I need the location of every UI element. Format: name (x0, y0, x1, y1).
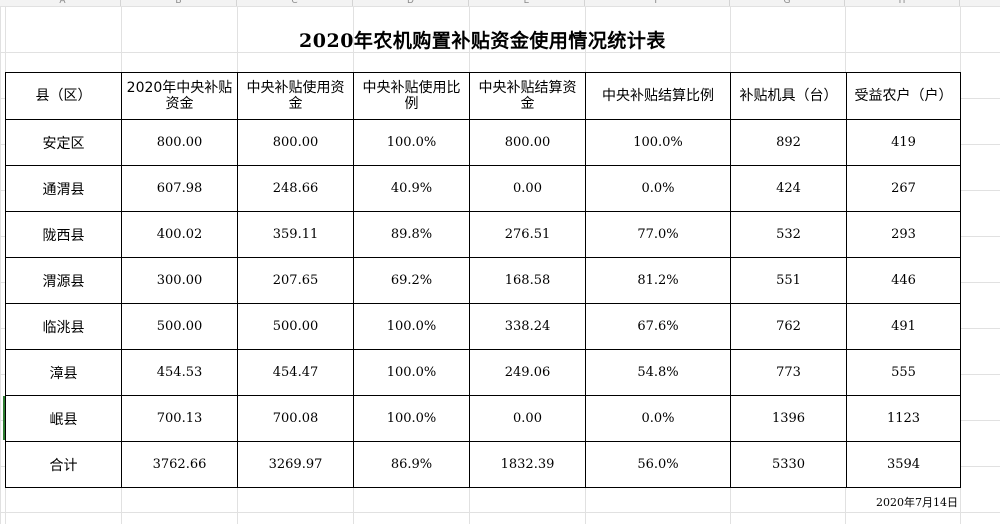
allocated-cell[interactable]: 800.00 (121, 119, 238, 166)
used-ratio-cell[interactable]: 100.0% (353, 119, 470, 166)
table-row: 陇西县 400.02 359.11 89.8% 276.51 77.0% 532… (5, 211, 961, 258)
used-ratio-cell[interactable]: 100.0% (353, 349, 470, 396)
used-cell[interactable]: 3269.97 (237, 441, 354, 488)
settled-ratio-cell[interactable]: 100.0% (585, 119, 731, 166)
settled-cell[interactable]: 168.58 (469, 257, 586, 304)
sheet-title[interactable]: 2020年农机购置补贴资金使用情况统计表 (299, 30, 666, 52)
header-cell-used[interactable]: 中央补贴使用资金 (237, 72, 354, 120)
settled-ratio-cell[interactable]: 56.0% (585, 441, 731, 488)
settled-cell[interactable]: 276.51 (469, 211, 586, 258)
region-cell[interactable]: 临洮县 (5, 303, 122, 350)
farmers-cell[interactable]: 1123 (846, 395, 961, 442)
used-ratio-cell[interactable]: 40.9% (353, 165, 470, 212)
header-cell-farmers[interactable]: 受益农户（户） (846, 72, 961, 120)
used-cell[interactable]: 500.00 (237, 303, 354, 350)
column-letter-d[interactable]: D (353, 0, 469, 6)
machines-cell[interactable]: 532 (730, 211, 847, 258)
region-cell[interactable]: 通渭县 (5, 165, 122, 212)
allocated-cell[interactable]: 700.13 (121, 395, 238, 442)
total-label-cell[interactable]: 合计 (5, 441, 122, 488)
column-letter-e[interactable]: E (469, 0, 585, 6)
allocated-cell[interactable]: 3762.66 (121, 441, 238, 488)
farmers-cell[interactable]: 419 (846, 119, 961, 166)
machines-cell[interactable]: 5330 (730, 441, 847, 488)
settled-ratio-cell[interactable]: 77.0% (585, 211, 731, 258)
table-row: 渭源县 300.00 207.65 69.2% 168.58 81.2% 551… (5, 257, 961, 304)
settled-cell[interactable]: 338.24 (469, 303, 586, 350)
used-cell[interactable]: 207.65 (237, 257, 354, 304)
report-date[interactable]: 2020年7月14日 (876, 496, 958, 509)
table-row: 安定区 800.00 800.00 100.0% 800.00 100.0% 8… (5, 119, 961, 166)
statistics-table: 县（区） 2020年中央补贴资金 中央补贴使用资金 中央补贴使用比例 中央补贴结… (5, 72, 961, 488)
total-row: 合计 3762.66 3269.97 86.9% 1832.39 56.0% 5… (5, 441, 961, 488)
settled-cell[interactable]: 0.00 (469, 395, 586, 442)
header-cell-region[interactable]: 县（区） (5, 72, 122, 120)
machines-cell[interactable]: 892 (730, 119, 847, 166)
header-cell-settled-ratio[interactable]: 中央补贴结算比例 (585, 72, 731, 120)
machines-cell[interactable]: 1396 (730, 395, 847, 442)
settled-ratio-cell[interactable]: 67.6% (585, 303, 731, 350)
region-cell[interactable]: 漳县 (5, 349, 122, 396)
settled-cell[interactable]: 1832.39 (469, 441, 586, 488)
settled-ratio-cell[interactable]: 0.0% (585, 395, 731, 442)
used-cell[interactable]: 454.47 (237, 349, 354, 396)
region-cell[interactable]: 渭源县 (5, 257, 122, 304)
table-row: 岷县 700.13 700.08 100.0% 0.00 0.0% 1396 1… (5, 395, 961, 442)
settled-ratio-cell[interactable]: 81.2% (585, 257, 731, 304)
machines-cell[interactable]: 762 (730, 303, 847, 350)
machines-cell[interactable]: 773 (730, 349, 847, 396)
used-ratio-cell[interactable]: 100.0% (353, 395, 470, 442)
farmers-cell[interactable]: 491 (846, 303, 961, 350)
allocated-cell[interactable]: 400.02 (121, 211, 238, 258)
used-ratio-cell[interactable]: 86.9% (353, 441, 470, 488)
header-row: 县（区） 2020年中央补贴资金 中央补贴使用资金 中央补贴使用比例 中央补贴结… (5, 72, 961, 120)
table-row: 漳县 454.53 454.47 100.0% 249.06 54.8% 773… (5, 349, 961, 396)
cell-selection-marker (3, 396, 5, 440)
farmers-cell[interactable]: 267 (846, 165, 961, 212)
table-row: 通渭县 607.98 248.66 40.9% 0.00 0.0% 424 26… (5, 165, 961, 212)
settled-cell[interactable]: 0.00 (469, 165, 586, 212)
used-cell[interactable]: 248.66 (237, 165, 354, 212)
header-cell-used-ratio[interactable]: 中央补贴使用比例 (353, 72, 470, 120)
farmers-cell[interactable]: 3594 (846, 441, 961, 488)
settled-ratio-cell[interactable]: 0.0% (585, 165, 731, 212)
column-letter-h[interactable]: H (845, 0, 960, 6)
column-letter-b[interactable]: B (121, 0, 237, 6)
used-cell[interactable]: 359.11 (237, 211, 354, 258)
settled-cell[interactable]: 800.00 (469, 119, 586, 166)
allocated-cell[interactable]: 454.53 (121, 349, 238, 396)
region-cell[interactable]: 安定区 (5, 119, 122, 166)
region-cell[interactable]: 岷县 (5, 395, 122, 442)
farmers-cell[interactable]: 555 (846, 349, 961, 396)
used-cell[interactable]: 700.08 (237, 395, 354, 442)
header-cell-settled[interactable]: 中央补贴结算资金 (469, 72, 586, 120)
allocated-cell[interactable]: 500.00 (121, 303, 238, 350)
settled-ratio-cell[interactable]: 54.8% (585, 349, 731, 396)
table-row: 临洮县 500.00 500.00 100.0% 338.24 67.6% 76… (5, 303, 961, 350)
region-cell[interactable]: 陇西县 (5, 211, 122, 258)
farmers-cell[interactable]: 293 (846, 211, 961, 258)
column-letter-g[interactable]: G (730, 0, 845, 6)
machines-cell[interactable]: 551 (730, 257, 847, 304)
machines-cell[interactable]: 424 (730, 165, 847, 212)
allocated-cell[interactable]: 607.98 (121, 165, 238, 212)
allocated-cell[interactable]: 300.00 (121, 257, 238, 304)
column-letter-f[interactable]: F (585, 0, 730, 6)
column-letter-c[interactable]: C (237, 0, 353, 6)
settled-cell[interactable]: 249.06 (469, 349, 586, 396)
used-cell[interactable]: 800.00 (237, 119, 354, 166)
header-cell-allocated[interactable]: 2020年中央补贴资金 (121, 72, 238, 120)
column-letter-a[interactable]: A (5, 0, 121, 6)
used-ratio-cell[interactable]: 89.8% (353, 211, 470, 258)
used-ratio-cell[interactable]: 100.0% (353, 303, 470, 350)
used-ratio-cell[interactable]: 69.2% (353, 257, 470, 304)
header-cell-machines[interactable]: 补贴机具（台） (730, 72, 847, 120)
farmers-cell[interactable]: 446 (846, 257, 961, 304)
